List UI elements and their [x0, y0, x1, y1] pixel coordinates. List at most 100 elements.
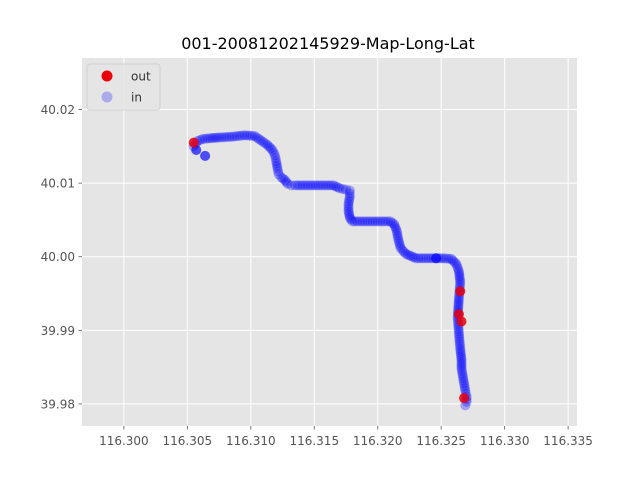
data-point-in: [200, 133, 211, 144]
data-point-in: [458, 373, 469, 384]
data-point-in: [441, 253, 452, 264]
data-point-in: [454, 268, 465, 279]
data-point-in: [370, 216, 381, 227]
data-point-in: [270, 153, 281, 164]
data-point-in: [269, 150, 280, 161]
x-axis-ticks: 116.300 116.305 116.310 116.315 116.320 116.3…: [99, 426, 593, 448]
data-point-in: [457, 368, 468, 379]
data-point-in: [457, 370, 468, 381]
data-point-in: [297, 180, 308, 191]
data-point-in: [346, 214, 357, 225]
data-point-out: [459, 393, 470, 404]
data-point-in: [410, 253, 421, 264]
data-point-in: [454, 338, 465, 349]
data-point-in: [433, 253, 444, 264]
data-point-in: [325, 180, 336, 191]
data-point-in: [449, 257, 460, 268]
data-point-in: [456, 352, 467, 363]
legend-marker-in: [101, 91, 113, 103]
data-point-in: [264, 141, 274, 152]
data-point-in: [398, 246, 409, 257]
data-point-in: [390, 221, 401, 232]
data-point-in: [458, 375, 469, 386]
data-point-in: [459, 383, 470, 394]
data-point-in: [456, 361, 467, 372]
data-point-in: [454, 275, 465, 286]
data-point-in: [454, 273, 465, 284]
data-point-in: [394, 240, 405, 251]
data-point-in: [229, 131, 240, 142]
grid-lines: [82, 58, 577, 426]
data-point-in: [459, 380, 470, 391]
data-point-in: [313, 180, 324, 191]
data-point-in: [349, 216, 360, 227]
data-point-in: [249, 131, 260, 142]
data-point-in: [239, 130, 250, 141]
data-point-in: [282, 178, 293, 189]
data-point-in: [258, 136, 269, 147]
data-point-in: [354, 216, 365, 227]
data-point-in: [456, 356, 467, 367]
x-tick-label: 116.325: [416, 434, 466, 448]
y-tick-label: 39.98: [41, 397, 75, 411]
data-point-in: [200, 150, 211, 161]
data-point-in: [197, 133, 208, 144]
data-point-in: [281, 177, 292, 188]
series-out: [188, 137, 470, 404]
data-point-in: [428, 253, 439, 264]
data-point-in: [207, 133, 218, 144]
data-point-in: [390, 223, 401, 234]
data-point-in: [460, 400, 471, 411]
data-point-in: [332, 182, 343, 193]
data-point-in: [402, 249, 413, 260]
data-point-in: [397, 244, 408, 255]
data-point-in: [453, 298, 464, 309]
data-point-in: [290, 180, 301, 191]
data-point-in: [392, 228, 403, 239]
data-point-in: [453, 266, 464, 277]
data-point-in: [455, 343, 466, 354]
data-point-in: [454, 336, 465, 347]
data-point-in: [455, 350, 466, 361]
data-point-in: [200, 150, 211, 161]
data-point-in: [453, 324, 464, 335]
data-point-in: [343, 198, 354, 209]
data-point-in: [310, 180, 321, 191]
data-point-in: [431, 253, 442, 264]
data-point-in: [205, 133, 216, 144]
data-point-in: [375, 216, 386, 227]
data-point-in: [387, 217, 398, 228]
data-point-in: [389, 219, 400, 230]
data-point-in: [286, 180, 297, 191]
series-in: [188, 130, 472, 411]
data-point-in: [394, 238, 405, 249]
data-point-in: [292, 180, 303, 191]
data-point-in: [372, 216, 383, 227]
data-point-in: [385, 216, 396, 227]
data-point-in: [202, 133, 213, 144]
data-point-in: [343, 208, 354, 219]
legend-label-in: in: [131, 91, 142, 105]
data-point-in: [400, 248, 411, 259]
data-point-in: [262, 139, 273, 150]
y-tick-label: 39.99: [41, 324, 75, 338]
data-point-in: [244, 130, 255, 141]
data-point-in: [224, 131, 235, 142]
data-point-in: [454, 333, 465, 344]
x-tick-label: 116.335: [543, 434, 593, 448]
legend-label-out: out: [131, 70, 151, 84]
data-point-in: [418, 253, 429, 264]
x-tick-label: 116.315: [289, 434, 339, 448]
data-point-in: [446, 253, 457, 264]
data-point-in: [219, 132, 230, 143]
data-point-in: [221, 132, 232, 143]
data-point-in: [392, 230, 403, 241]
data-point-in: [454, 331, 465, 342]
data-point-in: [308, 180, 318, 191]
data-point-in: [272, 160, 283, 171]
data-point-in: [455, 277, 466, 288]
data-point-in: [344, 188, 355, 199]
data-point-in: [460, 385, 471, 396]
